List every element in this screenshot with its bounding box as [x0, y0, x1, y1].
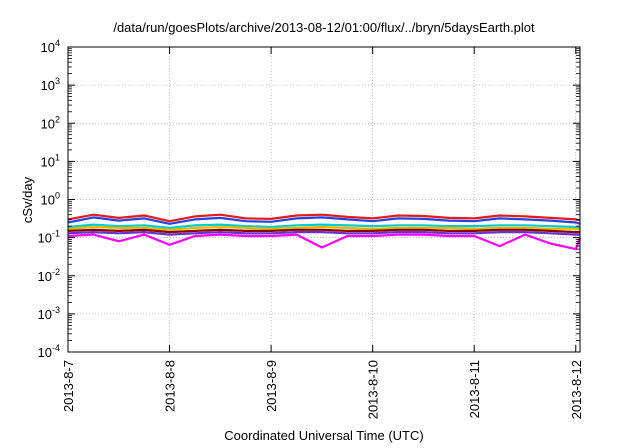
- y-tick-label: 104: [41, 38, 60, 55]
- x-tick-label: 2013-8-7: [61, 360, 76, 412]
- y-tick-label: 10-2: [38, 267, 60, 284]
- series-line-4: [67, 225, 581, 231]
- y-tick-label: 101: [41, 152, 60, 169]
- axis-ticks: 10-4 10-3 10-2 10-1 100 101 102 103 104 2013-8-7 2…: [38, 38, 584, 419]
- series-line-7: [67, 233, 582, 251]
- y-tick-label: 10-1: [38, 229, 60, 246]
- x-tick-label: 2013-8-9: [264, 360, 279, 412]
- y-tick-label: 10-4: [38, 343, 60, 360]
- x-axis-label: Coordinated Universal Time (UTC): [224, 428, 423, 443]
- y-tick-label: 103: [41, 76, 60, 93]
- y-tick-label: 102: [41, 114, 60, 131]
- series-line-6: [67, 231, 580, 236]
- y-axis-label: cSv/day: [20, 176, 35, 223]
- x-tick-label: 2013-8-11: [467, 360, 482, 418]
- y-tick-label: 10-3: [38, 305, 60, 322]
- grid: [68, 47, 580, 352]
- series-line-5: [67, 228, 580, 234]
- series-line-3: [67, 223, 581, 229]
- x-tick-label: 2013-8-8: [163, 360, 178, 412]
- x-tick-label: 2013-8-12: [569, 360, 584, 419]
- x-tick-label: 2013-8-10: [366, 360, 381, 419]
- series-group: [67, 213, 582, 251]
- chart-title: /data/run/goesPlots/archive/2013-08-12/0…: [113, 20, 535, 35]
- y-tick-label: 100: [41, 191, 60, 208]
- series-line-2: [67, 216, 581, 225]
- series-line-1: [67, 213, 581, 223]
